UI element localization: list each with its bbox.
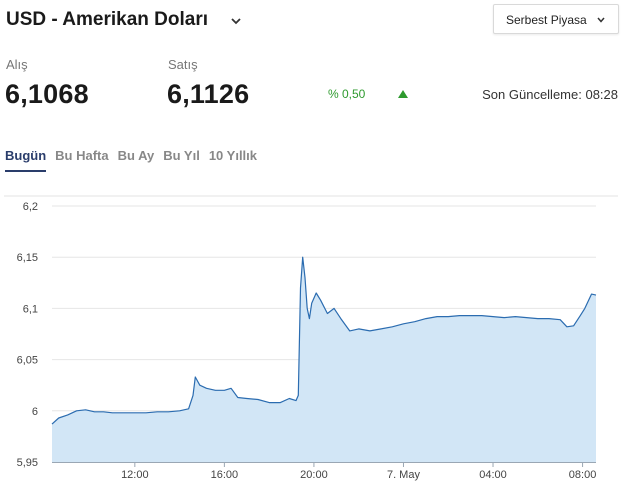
y-tick-label: 5,95 — [17, 457, 38, 469]
y-tick-label: 6,2 — [23, 201, 38, 213]
buy-value: 6,1068 — [5, 79, 89, 109]
chevron-down-icon[interactable] — [229, 14, 243, 28]
tab-10-years[interactable]: 10 Yıllık — [208, 148, 258, 163]
period-tabs: Bugün Bu Hafta Bu Ay Bu Yıl 10 Yıllık — [5, 148, 257, 172]
series-line — [51, 256, 597, 425]
market-select[interactable]: Serbest Piyasa — [493, 4, 619, 34]
triangle-up-icon — [398, 90, 408, 98]
y-tick-label: 6,15 — [17, 252, 38, 264]
market-select-label: Serbest Piyasa — [506, 13, 587, 27]
page-title[interactable]: USD - Amerikan Doları — [6, 9, 209, 30]
x-tick-label: 04:00 — [479, 469, 507, 481]
tab-this-year[interactable]: Bu Yıl — [163, 148, 200, 163]
tab-this-week[interactable]: Bu Hafta — [55, 148, 109, 163]
x-tick-label: 7. May — [387, 469, 421, 481]
sell-value: 6,1126 — [167, 79, 250, 109]
tab-today[interactable]: Bugün — [5, 148, 47, 172]
sell-label: Satış — [168, 57, 198, 72]
chevron-down-icon — [597, 17, 605, 23]
x-tick-label: 20:00 — [300, 469, 328, 481]
y-tick-label: 6,05 — [17, 355, 38, 367]
y-tick-label: 6 — [32, 406, 38, 418]
exchange-rate-chart: 5,95 6 6,05 6,1 6,15 6,2 12:00 16:00 20:00 7. May… — [4, 195, 618, 481]
buy-label: Alış — [6, 57, 28, 72]
tab-this-month[interactable]: Bu Ay — [117, 148, 155, 163]
last-updated: Son Güncelleme: 08:28 — [482, 87, 618, 102]
x-tick-label: 16:00 — [211, 469, 239, 481]
x-tick-label: 12:00 — [121, 469, 149, 481]
y-tick-label: 6,1 — [23, 303, 38, 315]
change-percent: % 0,50 — [328, 87, 366, 101]
series-area — [52, 257, 596, 462]
x-tick-label: 08:00 — [569, 469, 597, 481]
